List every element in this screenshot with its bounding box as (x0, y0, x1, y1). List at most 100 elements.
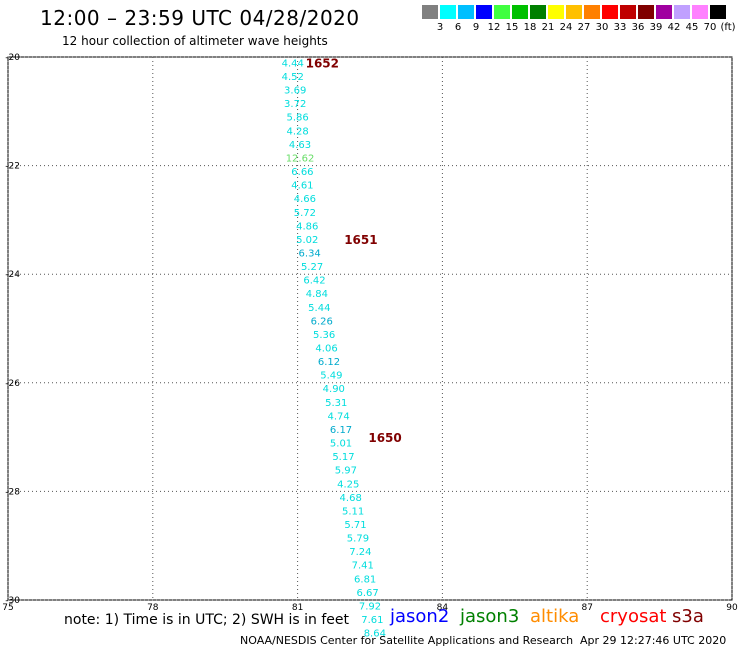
colorbar-label: 6 (454, 22, 462, 33)
colorbar-label: 33 (613, 22, 627, 33)
wave-height-label: 3.69 (284, 86, 306, 97)
wave-height-label: 3.72 (284, 99, 306, 110)
wave-height-label: 4.90 (323, 384, 345, 395)
colorbar-label: 39 (649, 22, 663, 33)
latitude-tick-label: -30 (5, 596, 20, 606)
longitude-tick-label: 84 (437, 603, 449, 613)
wave-height-label: 5.44 (308, 303, 330, 314)
colorbar-swatch (584, 5, 601, 19)
colorbar-label: 36 (631, 22, 645, 33)
wave-height-label: 5.11 (342, 506, 364, 517)
wave-height-label: 5.72 (294, 208, 316, 219)
credit-line: NOAA/NESDIS Center for Satellite Applica… (240, 634, 574, 647)
map-title: 12:00 – 23:59 UTC 04/28/2020 (40, 6, 360, 30)
longitude-tick-label: 90 (726, 603, 738, 613)
colorbar-label: 30 (595, 22, 609, 33)
wave-height-label: 5.02 (296, 235, 318, 246)
wave-height-label: 6.67 (356, 588, 378, 599)
wave-height-label: 7.24 (349, 547, 371, 558)
colorbar-label: (ft) (720, 22, 736, 33)
colorbar-swatch (422, 5, 439, 19)
colorbar-label: 27 (577, 22, 591, 33)
units-note: note: 1) Time is in UTC; 2) SWH is in fe… (64, 612, 350, 628)
colorbar-label: 70 (703, 22, 717, 33)
wave-height-label: 7.61 (361, 615, 383, 626)
colorbar-swatch (476, 5, 493, 19)
wave-height-label: 5.86 (286, 113, 308, 124)
colorbar-label: 42 (667, 22, 681, 33)
colorbar-label: 9 (472, 22, 480, 33)
wave-height-label: 4.86 (296, 221, 318, 232)
map-frame (7, 56, 733, 601)
wave-height-label: 7.41 (352, 561, 374, 572)
colorbar-swatch (638, 5, 655, 19)
wave-height-label: 8.64 (364, 629, 386, 640)
wave-height-label: 4.66 (294, 194, 316, 205)
satellite-legend-entry: cryosat (600, 606, 667, 627)
wave-height-label: 6.17 (330, 425, 352, 436)
wave-height-label: 4.74 (327, 411, 349, 422)
colorbar-swatch (566, 5, 583, 19)
wave-height-label: 5.01 (330, 439, 352, 450)
colorbar-swatch (494, 5, 511, 19)
wave-height-label: 4.68 (340, 493, 362, 504)
wave-height-label: 5.97 (335, 466, 357, 477)
map-subtitle: 12 hour collection of altimeter wave hei… (62, 34, 328, 48)
colorbar-label: 15 (505, 22, 519, 33)
wave-height-label: 5.27 (301, 262, 323, 273)
wave-height-label: 4.06 (315, 344, 337, 355)
colorbar-swatch (710, 5, 727, 19)
satellite-legend-entry: altika (530, 606, 580, 627)
colorbar-swatch (602, 5, 619, 19)
colorbar-label: 21 (541, 22, 555, 33)
satellite-legend-entry: jason3 (460, 606, 520, 627)
wave-height-label: 6.12 (318, 357, 340, 368)
wave-height-label: 6.81 (354, 574, 376, 585)
satellite-legend-entry: s3a (672, 606, 704, 627)
wave-height-label: 4.44 (282, 58, 304, 69)
wave-height-label: 6.26 (311, 316, 333, 327)
wave-height-label: 4.25 (337, 479, 359, 490)
colorbar-swatch (512, 5, 529, 19)
longitude-tick-label: 81 (292, 603, 303, 613)
wave-height-label: 7.92 (359, 601, 381, 612)
colorbar-label: 24 (559, 22, 573, 33)
colorbar-swatch (530, 5, 547, 19)
longitude-tick-label: 87 (581, 603, 592, 613)
satellite-legend-entry: jason2 (390, 606, 450, 627)
latitude-tick-label: -20 (5, 53, 20, 63)
latitude-tick-label: -24 (5, 270, 20, 280)
wave-height-label: 4.63 (289, 140, 311, 151)
colorbar-label: 3 (436, 22, 444, 33)
latitude-tick-label: -22 (5, 162, 20, 172)
pass-time-label: 1650 (368, 431, 401, 445)
wave-height-label: 4.61 (291, 181, 313, 192)
wave-height-label: 6.66 (291, 167, 313, 178)
colorbar-swatch (674, 5, 691, 19)
wave-height-label: 6.34 (299, 248, 321, 259)
wave-height-label: 5.36 (313, 330, 335, 341)
pass-time-label: 1651 (344, 233, 377, 247)
wave-height-label: 4.28 (286, 126, 308, 137)
wave-height-label: 5.31 (325, 398, 347, 409)
latitude-tick-label: -28 (5, 487, 20, 497)
generated-timestamp: Apr 29 12:27:46 UTC 2020 (580, 634, 727, 647)
colorbar-label: 18 (523, 22, 537, 33)
colorbar-swatch (440, 5, 457, 19)
wave-height-label: 5.79 (347, 534, 369, 545)
longitude-tick-label: 75 (2, 603, 13, 613)
colorbar-swatch (692, 5, 709, 19)
colorbar-swatch (458, 5, 475, 19)
colorbar-swatch (548, 5, 565, 19)
wave-height-label: 5.49 (320, 371, 342, 382)
wave-height-label: 6.42 (303, 276, 325, 287)
latitude-tick-label: -26 (5, 379, 20, 389)
colorbar-swatch (656, 5, 673, 19)
wave-height-label: 4.84 (306, 289, 328, 300)
pass-time-label: 1652 (306, 56, 339, 70)
wave-height-label: 4.52 (282, 72, 304, 83)
longitude-tick-label: 78 (147, 603, 159, 613)
wave-height-label: 12.62 (286, 153, 315, 164)
colorbar-swatch (620, 5, 637, 19)
